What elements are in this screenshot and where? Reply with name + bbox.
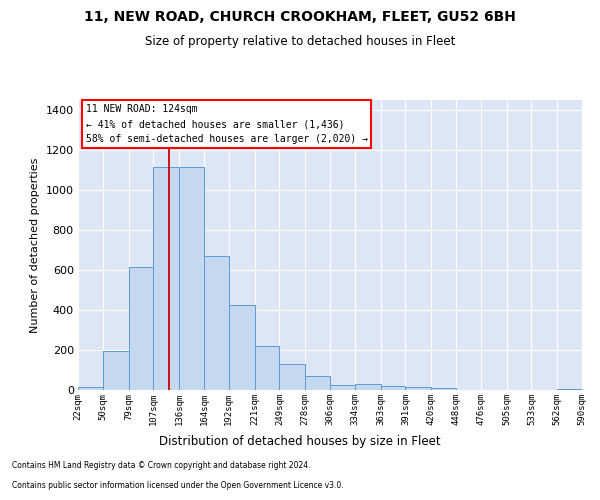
Text: Distribution of detached houses by size in Fleet: Distribution of detached houses by size … bbox=[159, 435, 441, 448]
Bar bbox=[78, 387, 103, 390]
Text: Contains public sector information licensed under the Open Government Licence v3: Contains public sector information licen… bbox=[12, 481, 344, 490]
Text: Size of property relative to detached houses in Fleet: Size of property relative to detached ho… bbox=[145, 35, 455, 48]
Bar bbox=[204, 256, 229, 390]
Bar bbox=[229, 305, 254, 390]
Bar bbox=[254, 346, 280, 390]
Bar bbox=[179, 168, 204, 390]
Bar bbox=[380, 386, 406, 390]
Bar bbox=[431, 388, 456, 390]
Bar bbox=[154, 168, 179, 390]
Text: Contains HM Land Registry data © Crown copyright and database right 2024.: Contains HM Land Registry data © Crown c… bbox=[12, 461, 311, 470]
Bar bbox=[280, 364, 305, 390]
Text: 11, NEW ROAD, CHURCH CROOKHAM, FLEET, GU52 6BH: 11, NEW ROAD, CHURCH CROOKHAM, FLEET, GU… bbox=[84, 10, 516, 24]
Bar bbox=[330, 385, 355, 390]
Y-axis label: Number of detached properties: Number of detached properties bbox=[30, 158, 40, 332]
Bar bbox=[355, 384, 380, 390]
Bar bbox=[406, 388, 431, 390]
Text: 11 NEW ROAD: 124sqm
← 41% of detached houses are smaller (1,436)
58% of semi-det: 11 NEW ROAD: 124sqm ← 41% of detached ho… bbox=[86, 104, 368, 144]
Bar bbox=[103, 352, 128, 390]
Bar bbox=[557, 389, 582, 390]
Bar bbox=[305, 376, 330, 390]
Bar bbox=[128, 267, 154, 390]
